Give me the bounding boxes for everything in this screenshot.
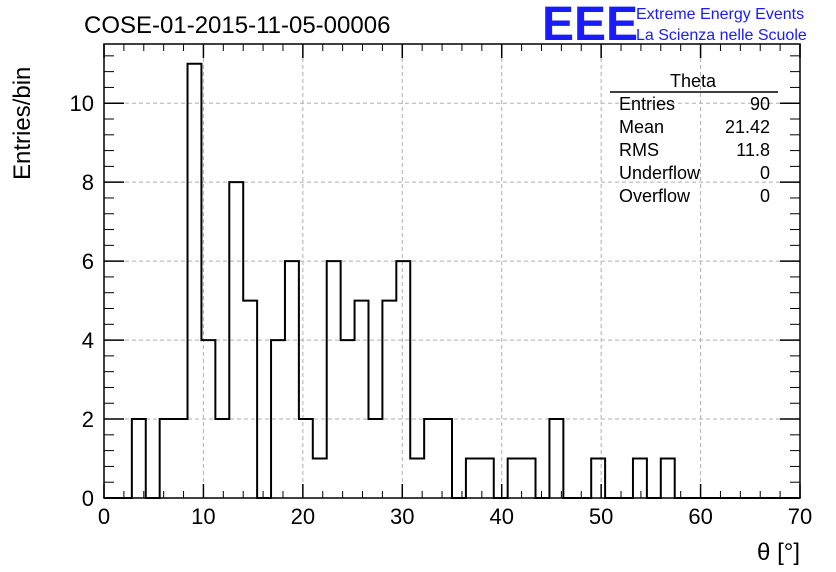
stats-label-rms: RMS — [619, 140, 659, 160]
x-tick-label: 20 — [291, 504, 315, 529]
x-tick-label: 50 — [589, 504, 613, 529]
logo-line-1: Extreme Energy Events — [636, 6, 804, 23]
y-axis-label: Entries/bin — [9, 67, 36, 180]
logo-line-2: La Scienza nelle Scuole — [636, 27, 807, 44]
chart-title: COSE-01-2015-11-05-00006 — [84, 12, 390, 39]
stats-label-mean: Mean — [619, 117, 664, 137]
y-tick-labels: 0 2 4 6 8 10 — [70, 91, 94, 511]
x-tick-label: 10 — [191, 504, 215, 529]
y-tick-label: 10 — [70, 91, 94, 116]
histogram-outline — [104, 62, 800, 499]
y-tick-label: 0 — [82, 486, 94, 511]
eee-logo-letters: EEE — [542, 0, 638, 51]
x-tick-label: 0 — [98, 504, 110, 529]
x-axis-label: θ [°] — [757, 539, 800, 566]
x-tick-label: 30 — [390, 504, 414, 529]
stats-value-underflow: 0 — [760, 163, 770, 183]
stats-label-overflow: Overflow — [619, 186, 691, 206]
stats-value-entries: 90 — [750, 94, 770, 114]
x-tick-label: 40 — [489, 504, 513, 529]
stats-value-mean: 21.42 — [725, 117, 770, 137]
y-tick-label: 6 — [82, 249, 94, 274]
x-tick-label: 60 — [688, 504, 712, 529]
stats-label-entries: Entries — [619, 94, 675, 114]
y-tick-label: 2 — [82, 407, 94, 432]
x-tick-label: 70 — [788, 504, 812, 529]
stats-label-underflow: Underflow — [619, 163, 701, 183]
x-tick-labels: 0 10 20 30 40 50 60 70 — [98, 504, 812, 529]
stats-box: Theta Entries 90 Mean 21.42 RMS 11.8 Und… — [610, 71, 778, 206]
stats-value-rms: 11.8 — [736, 140, 770, 160]
y-tick-label: 8 — [82, 170, 94, 195]
axis-ticks — [103, 44, 801, 499]
plot-frame — [103, 43, 801, 499]
stats-title: Theta — [670, 71, 717, 91]
y-tick-label: 4 — [82, 328, 94, 353]
stats-value-overflow: 0 — [760, 186, 770, 206]
